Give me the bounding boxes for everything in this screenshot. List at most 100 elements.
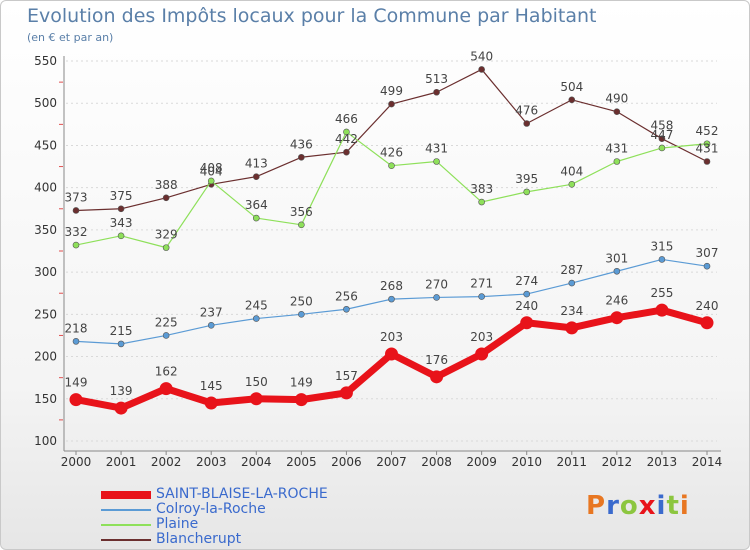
data-label: 270 xyxy=(425,277,448,291)
data-label: 375 xyxy=(110,189,133,203)
y-tick-label: 300 xyxy=(34,265,57,279)
data-label: 176 xyxy=(425,353,448,367)
x-tick-label: 2004 xyxy=(241,455,272,469)
data-label: 466 xyxy=(335,112,358,126)
data-label: 404 xyxy=(560,164,583,178)
data-label: 149 xyxy=(290,376,313,390)
data-point xyxy=(385,347,398,361)
data-label: 162 xyxy=(155,365,178,379)
data-point xyxy=(72,241,80,249)
data-point xyxy=(613,108,621,115)
data-point xyxy=(433,294,440,301)
data-label: 157 xyxy=(335,369,358,383)
data-label: 447 xyxy=(650,128,673,142)
data-point xyxy=(613,158,621,165)
logo-letter: i xyxy=(679,491,690,521)
data-point xyxy=(252,315,260,322)
chart-title: Evolution des Impôts locaux pour la Comm… xyxy=(27,5,597,27)
data-label: 271 xyxy=(470,277,493,291)
data-point xyxy=(433,88,440,96)
data-label: 356 xyxy=(290,205,313,219)
legend-swatch xyxy=(101,509,151,511)
data-point xyxy=(430,370,444,384)
data-point xyxy=(703,262,711,270)
data-point xyxy=(433,158,440,165)
proxiti-logo: Proxiti xyxy=(586,491,690,521)
y-tick-label: 550 xyxy=(34,54,57,68)
x-tick-label: 2006 xyxy=(331,455,362,469)
data-label: 139 xyxy=(110,384,133,398)
data-label: 268 xyxy=(380,279,403,293)
y-tick-label: 450 xyxy=(34,138,57,152)
data-label: 436 xyxy=(290,137,313,151)
data-label: 413 xyxy=(245,157,268,171)
data-label: 225 xyxy=(155,315,178,329)
x-tick-label: 2000 xyxy=(61,455,92,469)
data-label: 234 xyxy=(560,304,583,318)
data-label: 476 xyxy=(515,103,538,117)
data-label: 431 xyxy=(605,141,628,155)
data-label: 315 xyxy=(650,239,673,253)
data-point xyxy=(388,100,395,108)
data-point xyxy=(610,311,624,325)
data-label: 145 xyxy=(200,379,223,393)
data-label: 431 xyxy=(696,141,719,155)
data-label: 332 xyxy=(65,225,88,239)
data-point xyxy=(117,205,125,213)
data-point xyxy=(658,144,666,152)
legend-swatch xyxy=(101,539,151,541)
legend-swatch xyxy=(101,491,151,499)
x-tick-label: 2013 xyxy=(647,455,678,469)
legend-label: SAINT-BLAISE-LA-ROCHE xyxy=(156,486,328,502)
data-point xyxy=(568,279,576,287)
data-point xyxy=(114,401,128,415)
legend-label: Plaine xyxy=(156,516,199,532)
data-label: 383 xyxy=(470,182,493,196)
y-tick-label: 100 xyxy=(34,434,57,448)
data-point xyxy=(339,386,353,400)
data-label: 364 xyxy=(245,198,268,212)
data-point xyxy=(703,140,711,148)
data-point xyxy=(523,188,531,196)
data-point xyxy=(343,305,350,313)
legend-label: Colroy-la-Roche xyxy=(156,501,266,517)
data-point xyxy=(613,267,621,275)
data-label: 408 xyxy=(200,161,223,175)
data-point xyxy=(72,207,80,214)
data-point xyxy=(117,340,125,348)
x-tick-label: 2005 xyxy=(286,455,317,469)
data-label: 245 xyxy=(245,299,268,313)
data-point xyxy=(478,198,485,206)
x-tick-label: 2008 xyxy=(421,455,452,469)
data-point xyxy=(700,316,714,330)
data-label: 388 xyxy=(155,178,178,192)
x-tick-label: 2001 xyxy=(106,455,137,469)
data-label: 395 xyxy=(515,172,538,186)
data-label: 237 xyxy=(200,305,223,319)
x-tick-label: 2014 xyxy=(692,455,723,469)
data-point xyxy=(568,180,576,188)
data-point xyxy=(252,173,260,180)
data-label: 504 xyxy=(560,80,583,94)
x-tick-label: 2012 xyxy=(602,455,633,469)
data-label: 458 xyxy=(650,119,673,133)
data-label: 452 xyxy=(696,124,719,138)
data-point xyxy=(204,396,218,410)
data-label: 149 xyxy=(65,376,88,390)
data-label: 150 xyxy=(245,375,268,389)
logo-letter: o xyxy=(619,491,639,521)
data-point xyxy=(69,393,83,407)
y-tick-label: 350 xyxy=(34,223,57,237)
data-label: 203 xyxy=(470,330,493,344)
data-point xyxy=(520,316,534,330)
y-tick-label: 500 xyxy=(34,96,57,110)
data-label: 218 xyxy=(65,321,88,335)
y-tick-label: 200 xyxy=(34,350,57,364)
data-label: 203 xyxy=(380,330,403,344)
data-point xyxy=(523,290,531,298)
data-point xyxy=(703,158,711,165)
data-point xyxy=(655,303,669,317)
y-tick-label: 250 xyxy=(34,307,57,321)
data-point xyxy=(658,135,666,142)
